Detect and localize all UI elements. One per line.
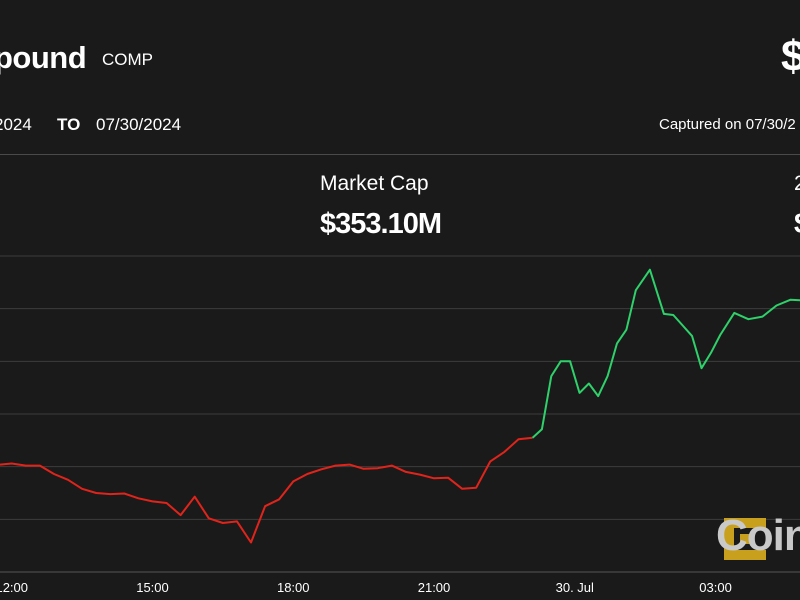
coin-name: pound [0,40,87,75]
price-value: $ [781,32,800,81]
coindesk-logo-icon [724,518,766,560]
x-axis: 12:00 15:00 18:00 21:00 30. Jul 03:00 [0,580,732,595]
x-tick-label: 03:00 [699,580,732,595]
header-divider [0,154,800,155]
series-line-rally [531,268,800,439]
date-from: 2024 [0,115,32,134]
watermark-text: Coin [716,511,800,560]
chart-series [0,268,800,544]
coin-symbol: COMP [102,50,153,69]
date-to-label: TO [57,115,81,134]
captured-timestamp: Captured on 07/30/2 [659,116,796,133]
x-tick-label: 12:00 [0,580,28,595]
logo-bar-top-icon [724,518,766,528]
chart-grid [0,255,800,573]
x-tick-label: 15:00 [136,580,169,595]
market-cap-value: $353.10M [320,208,442,240]
x-tick-label: 21:00 [418,580,451,595]
x-tick-label: 30. Jul [556,580,594,595]
stat-column-2-label: 2 [794,172,800,195]
logo-bar-bottom-icon [724,550,766,560]
x-tick-label: 18:00 [277,580,310,595]
stat-column-2-value: $ [794,208,800,241]
logo-dot-icon [740,534,750,544]
series-line-decline [0,436,533,544]
date-to: 07/30/2024 [96,115,182,134]
market-cap-label: Market Cap [320,172,429,195]
logo-bar-left-icon [724,518,734,560]
